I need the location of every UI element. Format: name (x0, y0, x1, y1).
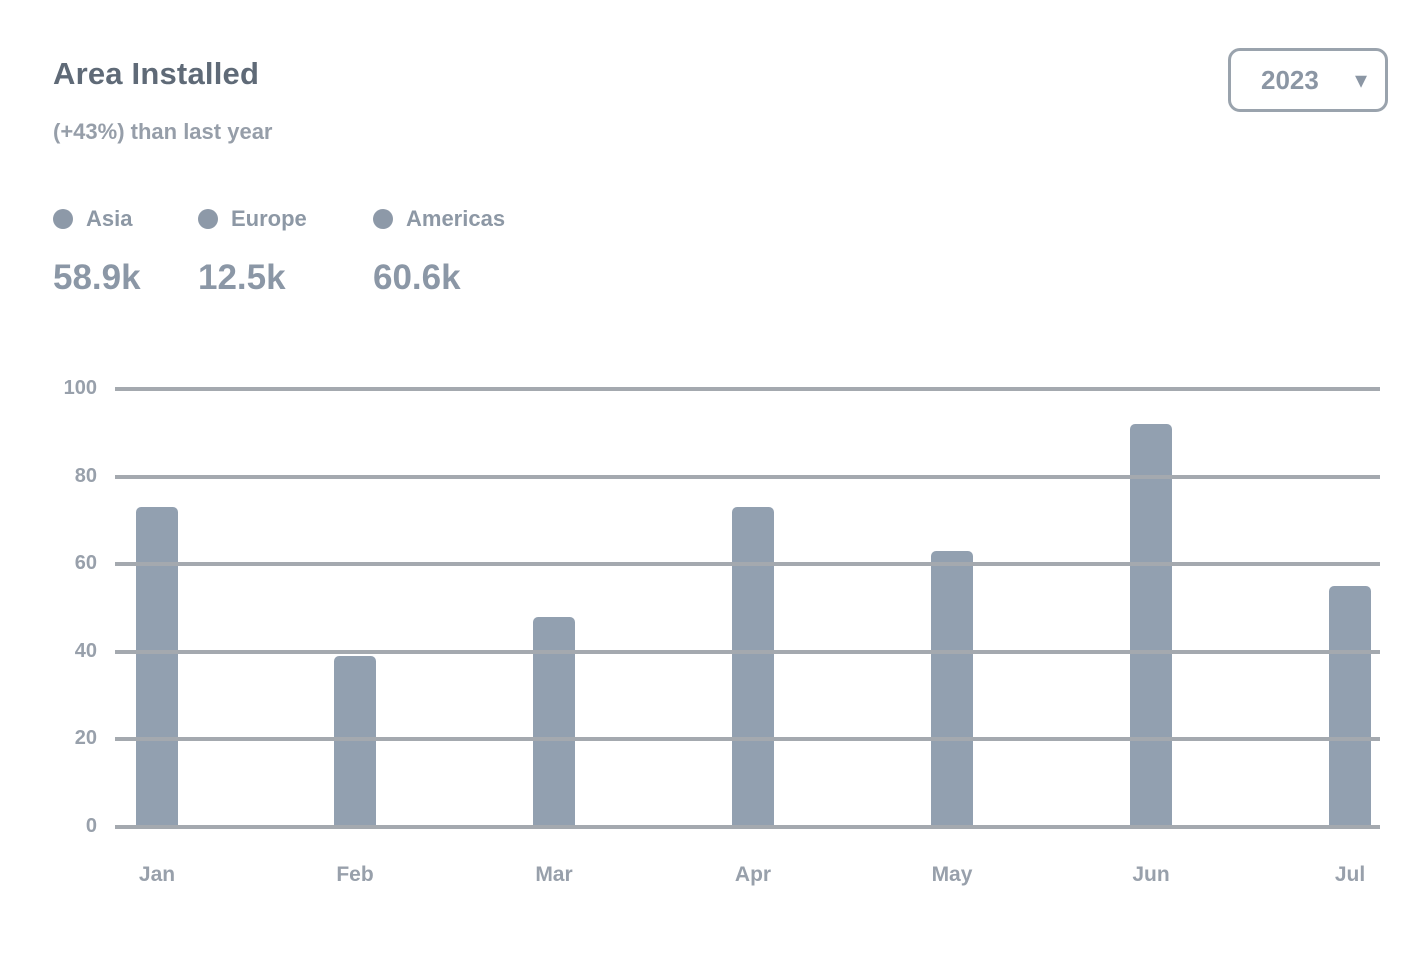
legend-item-europe[interactable]: Europe 12.5k (198, 206, 307, 298)
chart-title: Area Installed (53, 56, 260, 91)
y-axis-tick-label: 80 (74, 465, 97, 487)
x-axis-tick-label: Jun (1132, 863, 1170, 886)
bar-jun[interactable] (1130, 424, 1172, 827)
legend-item-total: 58.9k (53, 258, 141, 297)
legend-dot-icon (198, 209, 218, 229)
legend-dot-icon (373, 209, 393, 229)
chart-subtitle: (+43%) than last year (53, 119, 273, 144)
bar-jan[interactable] (136, 507, 178, 827)
legend-item-total: 60.6k (373, 258, 461, 297)
bar-jul[interactable] (1329, 586, 1371, 827)
legend-item-total: 12.5k (198, 258, 286, 297)
gridline-y-100 (115, 387, 1380, 391)
legend-item-americas[interactable]: Americas 60.6k (373, 206, 505, 298)
bar-feb[interactable] (334, 656, 376, 827)
x-axis-tick-label: Feb (336, 863, 374, 886)
y-axis-tick-label: 0 (85, 815, 97, 837)
gridline-y-60 (115, 562, 1380, 566)
x-axis-tick-label: Mar (535, 863, 573, 886)
legend-item-label: Asia (86, 206, 133, 231)
y-axis-tick-label: 40 (74, 640, 97, 662)
y-axis-tick-label: 100 (63, 377, 97, 399)
legend-item-label: Europe (231, 206, 307, 231)
x-axis-tick-label: Jan (138, 863, 176, 886)
gridline-y-0 (115, 825, 1380, 829)
bar-mar[interactable] (533, 617, 575, 827)
bar-apr[interactable] (732, 507, 774, 827)
x-axis-tick-label: Jul (1334, 863, 1366, 886)
x-axis-tick-label: Apr (734, 863, 772, 886)
gridline-y-20 (115, 737, 1380, 741)
year-selector-value: 2023 (1261, 64, 1319, 95)
bar-chart: 0 20 40 60 80 100 Jan Feb Mar Apr May Jun Jul (64, 377, 1380, 886)
legend-dot-icon (53, 209, 73, 229)
y-axis-tick-label: 20 (74, 727, 97, 749)
x-axis-tick-label: May (931, 863, 973, 886)
legend-item-asia[interactable]: Asia 58.9k (53, 206, 141, 298)
chevron-down-icon: ▾ (1354, 67, 1367, 94)
legend-item-label: Americas (406, 206, 506, 231)
gridline-y-80 (115, 475, 1380, 479)
y-axis-tick-label: 60 (74, 552, 97, 574)
year-selector[interactable]: 2023 ▾ (1228, 48, 1388, 112)
bar-may[interactable] (931, 551, 973, 827)
gridline-y-40 (115, 650, 1380, 654)
